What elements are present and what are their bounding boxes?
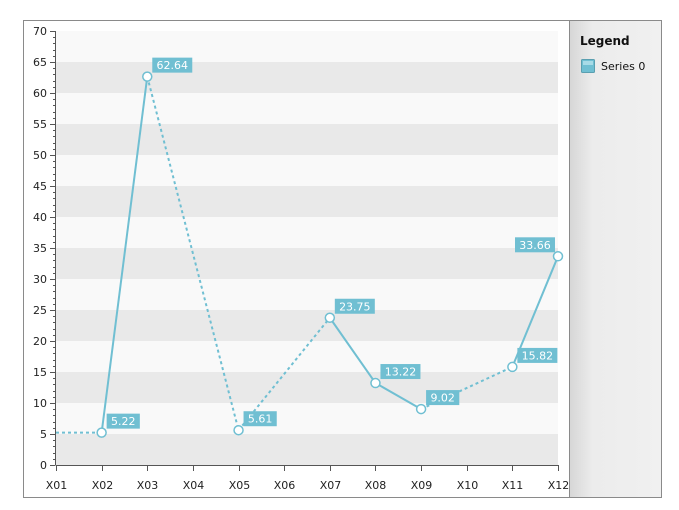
data-label: 13.22 [385, 366, 417, 379]
y-tick-label: 20 [33, 335, 47, 348]
x-tick-label: X04 [183, 479, 205, 492]
x-tick-label: X02 [92, 479, 114, 492]
x-tick-label: X01 [46, 479, 68, 492]
x-tick-label: X10 [457, 479, 479, 492]
y-tick-label: 15 [33, 366, 47, 379]
y-tick-label: 55 [33, 118, 47, 131]
data-point[interactable] [370, 377, 381, 389]
data-label-box [106, 413, 140, 429]
x-tick-label: X03 [137, 479, 159, 492]
grid-band [56, 217, 558, 248]
series-points [96, 71, 564, 438]
grid-band [56, 93, 558, 124]
legend-item-label: Series 0 [601, 60, 645, 73]
y-tick-label: 70 [33, 25, 47, 38]
data-label-box [380, 364, 421, 380]
data-point[interactable] [324, 312, 336, 323]
data-label: 23.75 [339, 300, 371, 313]
data-label-box [152, 57, 193, 73]
x-tick-label: X06 [274, 479, 296, 492]
y-tick-label: 50 [33, 149, 47, 162]
data-label: 62.64 [157, 59, 189, 72]
grid-band [56, 31, 558, 62]
y-tick-label: 5 [40, 428, 47, 441]
legend-panel [569, 20, 662, 498]
data-label: 5.22 [111, 415, 136, 428]
y-tick-label: 10 [33, 397, 47, 410]
x-tick-label: X09 [411, 479, 433, 492]
data-point[interactable] [552, 251, 564, 262]
data-label-box [243, 411, 277, 427]
y-tick-label: 40 [33, 211, 47, 224]
y-tick-label: 45 [33, 180, 47, 193]
y-tick-label: 0 [40, 459, 47, 472]
y-tick-label: 25 [33, 304, 47, 317]
data-label-box [426, 390, 460, 406]
series-line-segment-gap [146, 76, 240, 431]
grid-band [56, 279, 558, 310]
x-tick-label: X11 [502, 479, 524, 492]
y-tick-label: 65 [33, 56, 47, 69]
x-tick-label: X08 [365, 479, 387, 492]
data-label: 5.61 [248, 413, 273, 426]
data-label: 15.82 [522, 349, 554, 362]
grid-band [56, 248, 558, 279]
data-point[interactable] [96, 427, 107, 438]
grid-band [56, 155, 558, 186]
y-tick-label: 60 [33, 87, 47, 100]
data-point[interactable] [142, 71, 153, 82]
data-label-box [515, 237, 555, 253]
data-label-box [517, 347, 558, 363]
grid-bands [56, 31, 558, 465]
data-point[interactable] [507, 361, 518, 373]
y-tick-label: 30 [33, 273, 47, 286]
series-line-segment [328, 317, 377, 384]
x-tick-label: X12 [548, 479, 570, 492]
grid-band [56, 310, 558, 341]
data-label: 9.02 [430, 392, 455, 405]
y-tick-label: 35 [33, 242, 47, 255]
grid-band [56, 62, 558, 93]
legend: Legend Series 0 [569, 20, 662, 498]
grid-band [56, 372, 558, 403]
legend-title: Legend [580, 34, 630, 48]
series-line-segment-gap [420, 366, 513, 410]
data-label: 33.66 [519, 239, 551, 252]
data-point[interactable] [415, 403, 427, 415]
series-line-segment [374, 382, 422, 410]
y-axis: 0 5 10 15 20 25 30 35 40 45 50 55 60 65 70 [33, 25, 56, 472]
grid-band [56, 186, 558, 217]
grid-band [56, 434, 558, 465]
x-axis: X01 X02 X03 X04 X05 X06 X07 X08 X09 X10 X11 X12 [46, 465, 570, 492]
legend-swatch-highlight [583, 61, 593, 65]
data-labels: 5.22 62.64 5.61 23.75 13.22 9.02 15.82 33.66 [106, 57, 558, 429]
data-label-box [334, 298, 375, 314]
x-tick-label: X05 [229, 479, 251, 492]
data-point[interactable] [233, 424, 244, 436]
grid-band [56, 124, 558, 155]
x-tick-label: X07 [320, 479, 342, 492]
series-line-segment [100, 76, 149, 433]
